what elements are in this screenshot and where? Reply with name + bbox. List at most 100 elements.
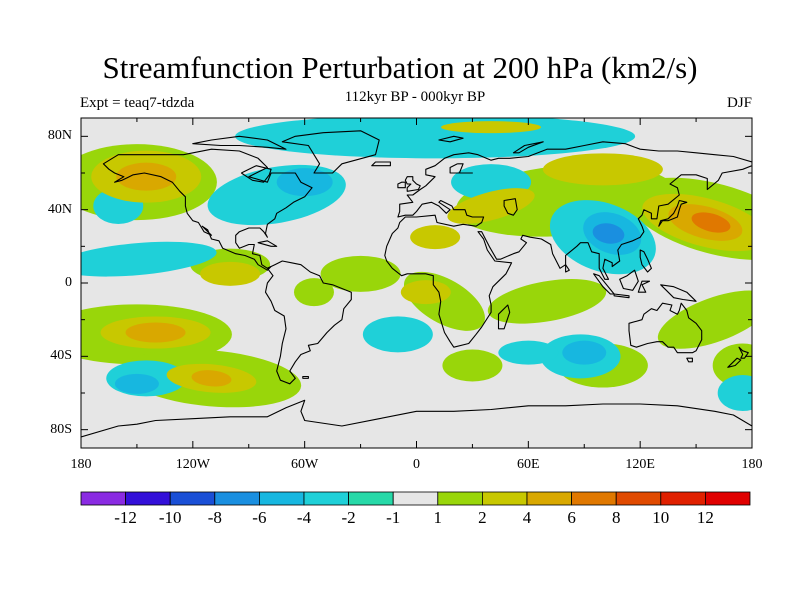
lon-label: 0: [413, 457, 420, 472]
map-title: Streamfunction Perturbation at 200 hPa (…: [102, 50, 698, 85]
colorbar-label: 1: [433, 508, 443, 527]
coast-australia: [628, 302, 703, 354]
colorbar-swatch: [169, 491, 216, 506]
coast-new-zealand-north: [738, 346, 749, 359]
coast-borneo: [619, 269, 639, 291]
colorbar-label: 4: [522, 508, 532, 527]
lon-label: 120W: [175, 457, 210, 472]
colorbar-label: -10: [158, 508, 182, 527]
band-tropical-atlantic-positive: [320, 255, 401, 292]
colorbar-swatch: [705, 491, 751, 506]
colorbar-swatch: [80, 491, 126, 506]
lon-label: 180: [70, 457, 92, 472]
coast-falklands: [302, 375, 309, 379]
colorbar-swatch: [437, 491, 483, 506]
colorbar-swatch: [571, 491, 617, 506]
experiment-label: Expt = teaq7-tdzda: [80, 95, 195, 111]
colorbar-label: -2: [341, 508, 356, 527]
colorbar-label: 12: [696, 508, 714, 527]
lon-label: 180: [741, 457, 763, 472]
colorbar-swatch: [303, 491, 349, 506]
colorbar-swatch: [258, 491, 305, 506]
colorbar-swatch: [526, 491, 572, 506]
coast-sumatra: [593, 273, 615, 295]
coast-hudson: [240, 165, 272, 183]
coast-north-america: [102, 148, 313, 271]
south-pacific-core-negative: [114, 373, 159, 394]
coast-philippines: [639, 249, 652, 273]
coast-new-zealand-south: [727, 357, 742, 368]
coastlines: [81, 130, 752, 438]
coast-japan: [658, 199, 688, 227]
south-pacific-mid-core: [191, 370, 232, 387]
coast-java: [613, 293, 630, 299]
lat-label: 0: [65, 275, 72, 290]
mediterranean-positive: [410, 225, 461, 250]
southern-ocean-band: [498, 340, 559, 365]
lat-label: 40N: [47, 201, 72, 217]
colorbar-swatch: [481, 491, 528, 506]
coast-south-america: [264, 260, 352, 385]
coast-ireland: [397, 181, 406, 189]
colorbar-label: 2: [478, 508, 487, 527]
colorbar-label: -12: [114, 508, 137, 527]
colorbar-label: -8: [207, 508, 222, 527]
asia-center-negative: [592, 223, 625, 244]
axis-ticks: [80, 118, 753, 448]
lon-label: 60W: [291, 457, 319, 472]
coast-novaya-zemlya: [512, 141, 544, 154]
coast-greenland: [281, 130, 380, 174]
season-label: DJF: [726, 95, 752, 111]
lat-label: 80N: [47, 128, 72, 144]
colorbar-swatch: [615, 491, 662, 506]
north-america-core: [276, 168, 333, 197]
tropical-pacific-negative: [81, 241, 217, 277]
lat-label: 80S: [50, 421, 72, 437]
streamfunction-field: [81, 118, 752, 411]
colorbar-swatch: [660, 491, 706, 506]
coast-new-guinea: [660, 284, 697, 302]
south-pacific-core: [125, 322, 186, 343]
lon-label: 120E: [625, 457, 655, 472]
band-eastpac-south: [657, 290, 752, 349]
south-atlantic-negative: [362, 316, 433, 353]
arctic-europe-positive: [441, 121, 542, 134]
lon-label: 60E: [517, 457, 540, 472]
coast-scandinavia-gulf: [449, 163, 473, 174]
north-asia-positive: [542, 153, 663, 186]
colorbar-label: 10: [652, 508, 670, 527]
colorbar: [80, 491, 751, 506]
lat-label: 40S: [50, 348, 72, 364]
indian-core-negative: [562, 340, 607, 365]
band-south-america-positive: [293, 278, 334, 307]
north-atlantic-positive: [447, 188, 535, 224]
band-indian-positive: [487, 279, 607, 324]
map-subtitle: 112kyr BP - 000kyr BP: [344, 89, 486, 105]
tropical-east-pacific-positive: [200, 261, 261, 286]
colorbar-swatch: [125, 491, 171, 506]
south-atlantic-east-positive: [400, 280, 451, 305]
colorbar-label: 8: [611, 508, 621, 527]
coast-sri-lanka: [565, 264, 570, 273]
colorbar-label: -1: [386, 508, 401, 527]
coast-cuba: [257, 240, 278, 247]
band-south-atlantic-positive: [442, 349, 503, 382]
coast-tasmania: [686, 357, 693, 363]
colorbar-swatch: [392, 491, 439, 506]
north-pacific-west-center: [691, 212, 731, 233]
colorbar-label: 6: [567, 508, 576, 527]
coast-uk: [404, 176, 421, 192]
north-pacific-east-core: [116, 162, 177, 191]
coast-iceland: [371, 161, 391, 167]
coast-madagascar: [497, 304, 511, 330]
colorbar-label: -6: [252, 508, 267, 527]
coast-arctic-islands: [192, 135, 287, 150]
colorbar-swatch: [214, 491, 260, 506]
colorbar-swatch: [348, 491, 394, 506]
coast-antarctica: [81, 399, 752, 438]
coast-caspian: [503, 198, 518, 216]
colorbar-label: -4: [296, 508, 312, 527]
coast-sulawesi: [637, 280, 651, 293]
coast-svalbard: [438, 135, 464, 143]
